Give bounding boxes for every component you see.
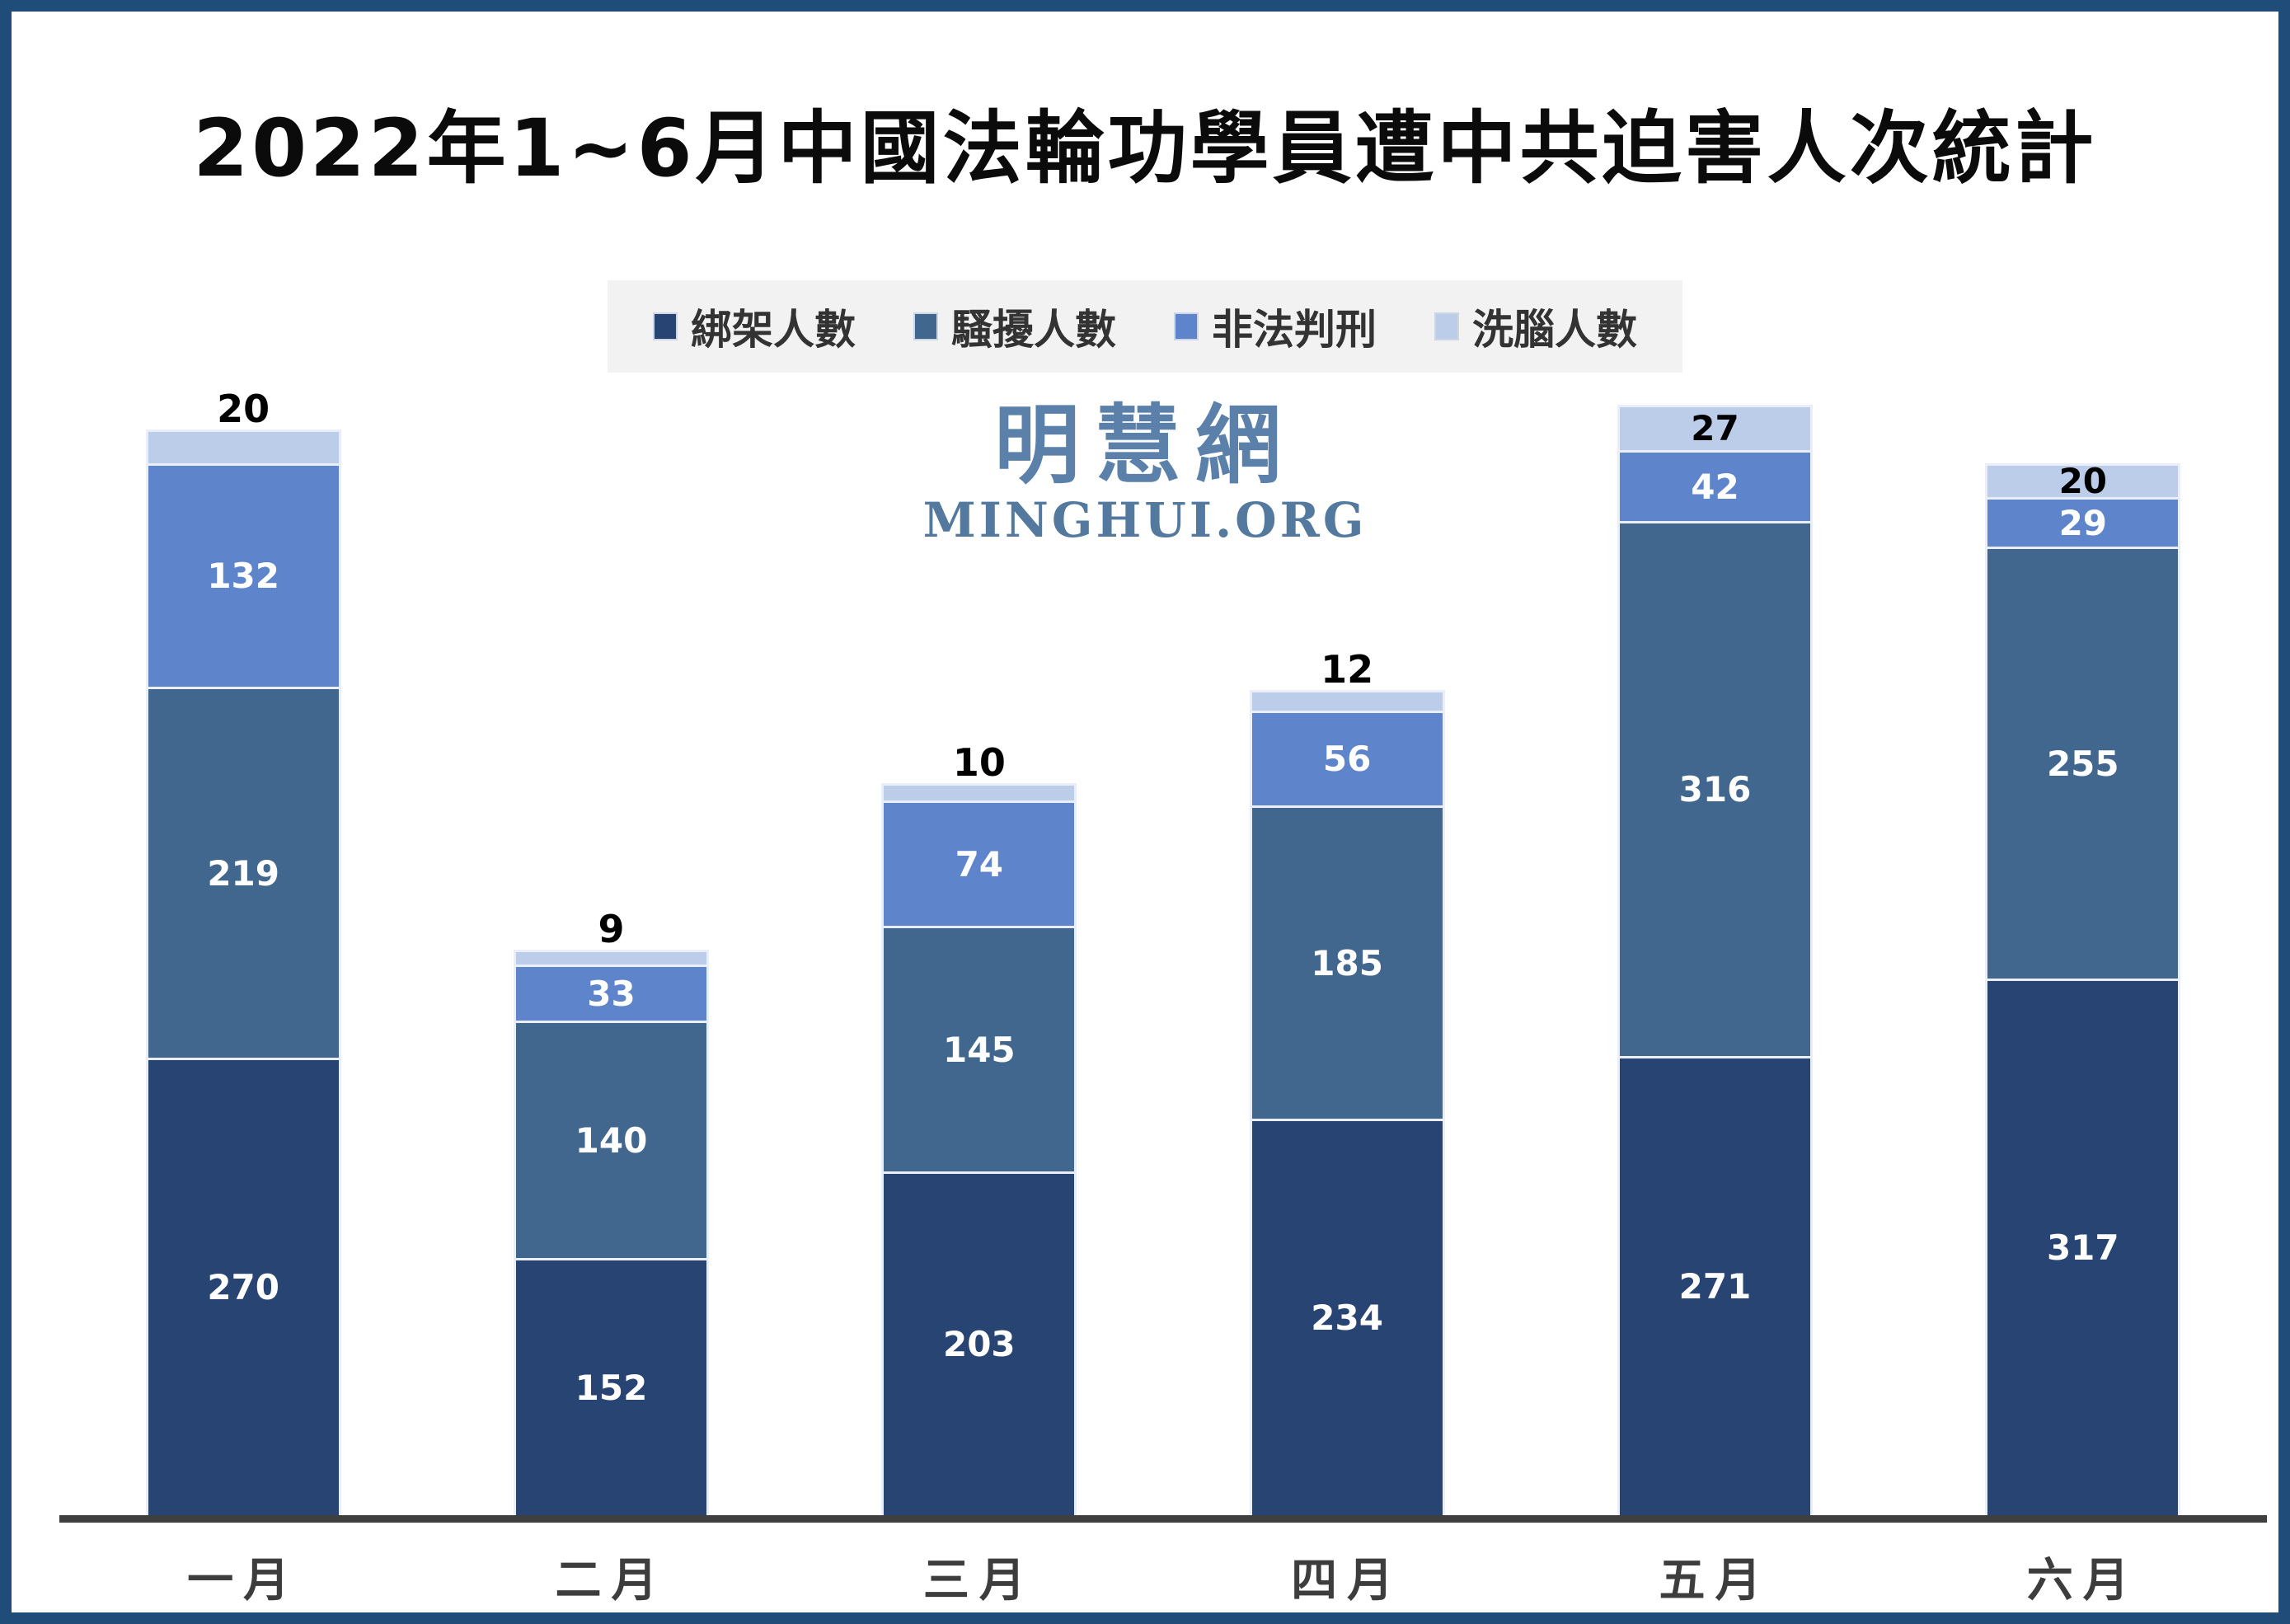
bar-stack: 27 42 316 271	[1617, 405, 1813, 1515]
legend-label: 洗腦人數	[1472, 306, 1637, 354]
legend-label: 騷擾人數	[951, 306, 1116, 354]
abducted-swatch-icon	[653, 312, 678, 340]
bar-segment: 152	[513, 1258, 709, 1515]
bar-column: 10 74 145 203	[795, 744, 1163, 1515]
bar-segment: 33	[513, 965, 709, 1021]
bar-segment: 270	[145, 1058, 341, 1515]
bar-segment: 132	[145, 463, 341, 687]
bar-segment: 56	[1249, 711, 1445, 805]
bar-stack: 132 219 270	[145, 429, 341, 1515]
bar-segment: 140	[513, 1021, 709, 1258]
month-label: 二月	[555, 1554, 668, 1608]
bar-segment: 316	[1617, 521, 1813, 1056]
bar-total-label: 10	[952, 740, 1006, 785]
bar-stack: 20 29 255 317	[1985, 463, 2181, 1515]
legend-label: 綁架人數	[691, 306, 856, 354]
bar-column: 12 56 185 234	[1163, 650, 1531, 1515]
bar-column: 27 42 316 271	[1531, 405, 1898, 1515]
brainwashed-swatch-icon	[1434, 312, 1459, 340]
sentenced-swatch-icon	[1174, 312, 1199, 340]
bar-segment: 20	[1985, 463, 2181, 497]
month-label: 四月	[1291, 1554, 1404, 1608]
bar-segment: 74	[881, 800, 1077, 926]
bar-segment	[513, 950, 709, 965]
harassed-swatch-icon	[913, 312, 938, 340]
bar-segment: 317	[1985, 979, 2181, 1515]
bar-plot-area: 20 132 219 270 9 33 140 152 10 74 145 203 12 56 185 234…	[59, 12, 2267, 1515]
bar-segment: 219	[145, 687, 341, 1058]
bar-column: 20 132 219 270	[59, 390, 427, 1515]
bar-segment: 29	[1985, 497, 2181, 547]
bar-total-label: 20	[217, 387, 270, 431]
x-axis-labels: 一月 二月 三月 四月 五月 六月	[59, 1543, 2267, 1610]
bar-segment: 185	[1249, 805, 1445, 1119]
bar-total-label: 9	[598, 907, 625, 951]
bar-stack: 33 140 152	[513, 950, 709, 1515]
bar-segment	[145, 429, 341, 463]
chart-title: 2022年1~6月中國法輪功學員遭中共迫害人次統計	[193, 102, 2097, 195]
bar-segment	[881, 783, 1077, 800]
legend-item-brainwashed: 洗腦人數	[1434, 297, 1637, 356]
bar-segment: 271	[1617, 1056, 1813, 1515]
legend: 綁架人數 騷擾人數 非法判刑 洗腦人數	[608, 280, 1682, 373]
month-label: 六月	[2026, 1554, 2139, 1608]
x-axis-line	[59, 1515, 2267, 1523]
legend-item-harassed: 騷擾人數	[913, 297, 1116, 356]
month-label: 一月	[187, 1554, 300, 1608]
bar-segment: 42	[1617, 450, 1813, 521]
legend-item-abducted: 綁架人數	[653, 297, 856, 356]
bar-segment	[1249, 690, 1445, 711]
bar-segment: 203	[881, 1171, 1077, 1515]
month-label: 五月	[1659, 1554, 1771, 1608]
bar-segment: 234	[1249, 1119, 1445, 1515]
legend-item-sentenced: 非法判刑	[1174, 297, 1377, 356]
month-label: 三月	[922, 1554, 1035, 1608]
bar-total-label: 12	[1321, 647, 1374, 692]
legend-label: 非法判刑	[1212, 306, 1377, 354]
bar-column: 9 33 140 152	[427, 910, 795, 1515]
bar-stack: 56 185 234	[1249, 690, 1445, 1515]
bar-segment: 27	[1617, 405, 1813, 450]
bar-column: 20 29 255 317	[1899, 463, 2267, 1515]
bar-segment: 145	[881, 926, 1077, 1171]
bar-segment: 255	[1985, 547, 2181, 979]
bar-stack: 74 145 203	[881, 783, 1077, 1515]
